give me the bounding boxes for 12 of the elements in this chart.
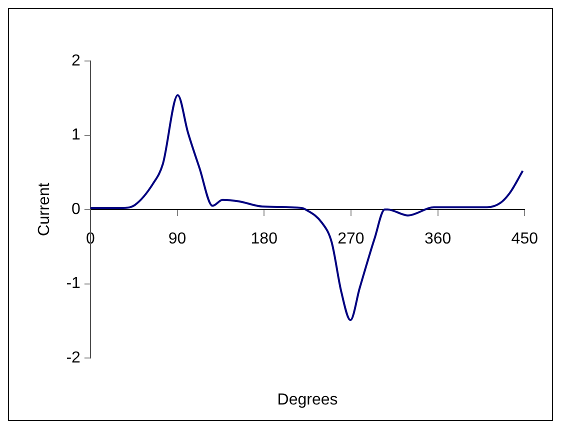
x-tick-label: 180: [250, 230, 278, 248]
y-tick-label: 1: [72, 126, 81, 144]
x-tick-label: 360: [424, 230, 452, 248]
x-tick-label: 90: [168, 230, 186, 248]
y-tick-label: -1: [66, 275, 81, 292]
x-tick-label: 450: [511, 230, 538, 248]
x-tick-label: 270: [338, 230, 364, 248]
y-tick-label: -2: [66, 349, 81, 366]
y-tick-label: 2: [72, 52, 81, 70]
y-tick-label: 0: [72, 200, 81, 218]
y-axis-title: Current: [36, 182, 54, 236]
x-axis-title: Degrees: [277, 391, 338, 408]
